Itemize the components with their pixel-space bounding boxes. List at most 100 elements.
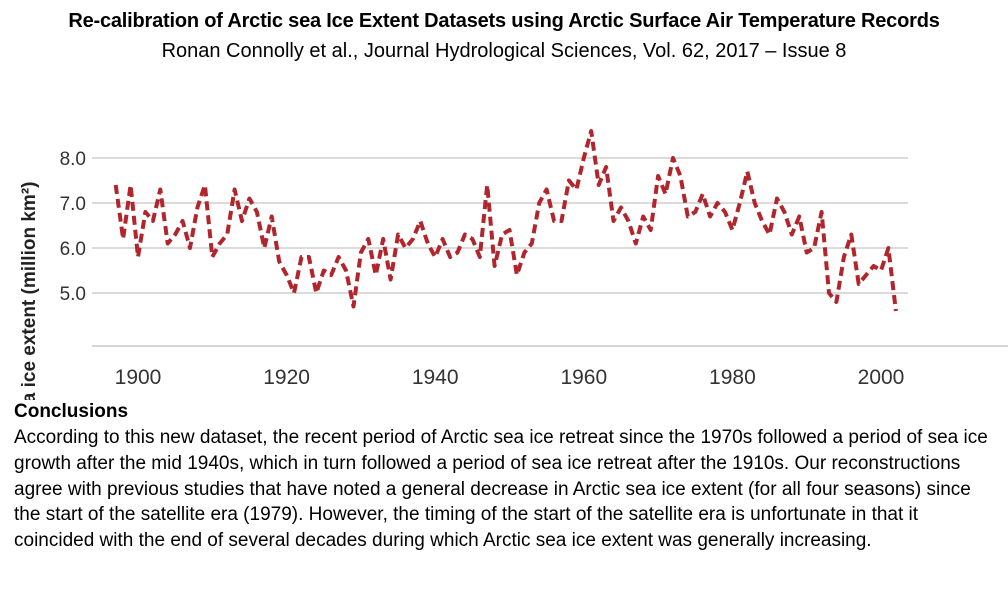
data-point [189, 247, 192, 250]
data-point [129, 184, 132, 187]
data-point [530, 242, 533, 245]
data-point [501, 233, 504, 236]
data-point [887, 247, 890, 250]
data-point [649, 229, 652, 232]
conclusions-heading: Conclusions [14, 401, 129, 422]
data-point [181, 220, 184, 223]
data-point [523, 251, 526, 254]
data-point [798, 215, 801, 218]
data-point [241, 220, 244, 223]
y-tick-label: 6.0 [60, 239, 86, 260]
y-tick-label: 8.0 [60, 149, 86, 170]
data-point [233, 188, 236, 191]
y-tick-label: 5.0 [60, 284, 86, 305]
data-point [894, 310, 897, 313]
data-point [776, 197, 779, 200]
data-point [426, 242, 429, 245]
data-point [367, 238, 370, 241]
x-tick-label: 2000 [858, 366, 905, 389]
data-point [307, 256, 310, 259]
data-point [270, 215, 273, 218]
data-point [486, 184, 489, 187]
data-point [122, 238, 125, 241]
data-point [300, 256, 303, 259]
y-tick-label: 7.0 [60, 194, 86, 215]
data-point [293, 292, 296, 295]
data-point [166, 242, 169, 245]
x-tick-label: 1960 [560, 366, 607, 389]
data-point [389, 278, 392, 281]
data-point [449, 256, 452, 259]
data-point [545, 188, 548, 191]
data-point [463, 233, 466, 236]
data-point [813, 247, 816, 250]
data-point [620, 206, 623, 209]
data-point [761, 220, 764, 223]
data-point [174, 233, 177, 236]
x-tick-label: 1920 [263, 366, 310, 389]
data-point [151, 220, 154, 223]
data-point [114, 184, 117, 187]
gridlines [92, 157, 1008, 347]
data-point [590, 130, 593, 133]
data-point [872, 265, 875, 268]
data-point [880, 269, 883, 272]
data-point [211, 256, 214, 259]
data-point [397, 233, 400, 236]
data-point [724, 211, 727, 214]
data-point [582, 157, 585, 160]
data-point [686, 215, 689, 218]
data-point [738, 202, 741, 205]
x-tick-label: 1900 [115, 366, 162, 389]
data-point [471, 238, 474, 241]
data-point [627, 220, 630, 223]
data-point [508, 229, 511, 232]
data-point [857, 283, 860, 286]
data-point [263, 247, 266, 250]
data-point [315, 292, 318, 295]
data-point [278, 260, 281, 263]
data-point [679, 175, 682, 178]
data-point [597, 184, 600, 187]
data-point [835, 301, 838, 304]
data-point [203, 184, 206, 187]
data-point [404, 247, 407, 250]
data-point [642, 215, 645, 218]
data-point [218, 242, 221, 245]
data-point [672, 157, 675, 160]
data-point [434, 256, 437, 259]
data-point [701, 193, 704, 196]
x-tick-label: 1980 [709, 366, 756, 389]
data-point [359, 251, 362, 254]
data-point [382, 238, 385, 241]
data-point [285, 274, 288, 277]
data-point [515, 274, 518, 277]
data-point [226, 233, 229, 236]
y-tick-labels: 5.0 6.0 7.0 8.0 [60, 149, 86, 305]
data-point [731, 229, 734, 232]
data-point [538, 202, 541, 205]
data-point [144, 211, 147, 214]
data-point [753, 202, 756, 205]
data-point [746, 170, 749, 173]
data-point [783, 211, 786, 214]
data-point [560, 220, 563, 223]
data-point [716, 202, 719, 205]
conclusions-section: Conclusions According to this new datase… [14, 401, 999, 554]
data-point [345, 269, 348, 272]
data-point [255, 211, 258, 214]
data-point [337, 256, 340, 259]
data-point [634, 242, 637, 245]
data-point [612, 220, 615, 223]
data-point [664, 193, 667, 196]
data-point [850, 233, 853, 236]
data-point [441, 238, 444, 241]
data-point [196, 206, 199, 209]
page-title: Re-calibration of Arctic sea Ice Extent … [68, 10, 940, 32]
data-point [159, 188, 162, 191]
conclusions-body: According to this new dataset, the recen… [14, 427, 988, 552]
data-point [419, 220, 422, 223]
y-axis-label: Sea ice extent (million km²) [19, 182, 40, 400]
data-point [493, 265, 496, 268]
data-point [248, 197, 251, 200]
